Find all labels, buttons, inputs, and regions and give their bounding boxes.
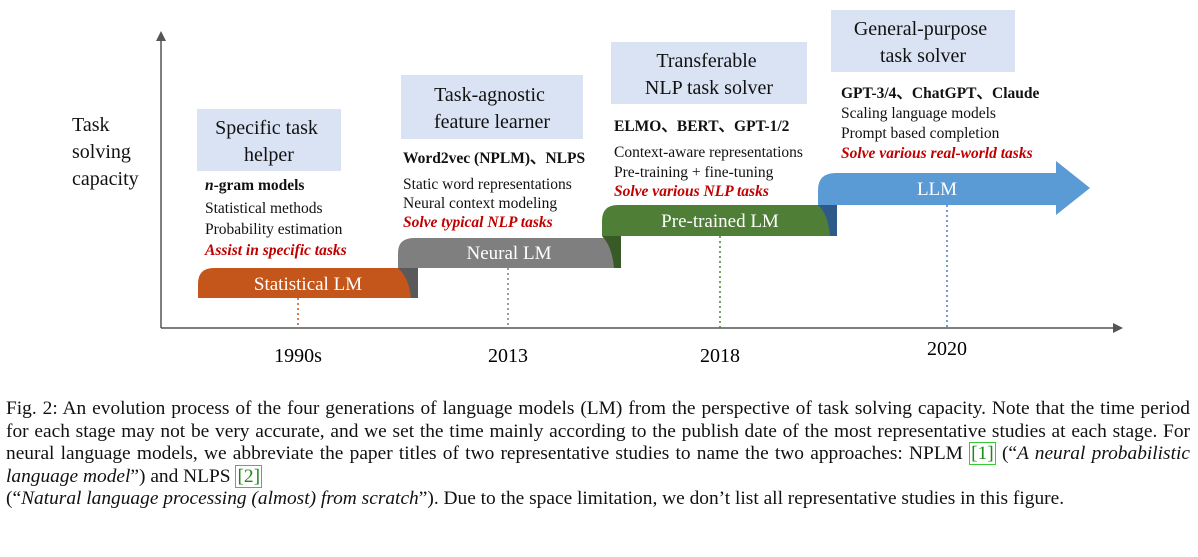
y-axis-label-line: capacity (72, 168, 139, 190)
citation-link[interactable]: [1] (969, 442, 996, 466)
stage-highlight: Solve various real-world tasks (841, 145, 1033, 162)
stage-title: General-purpose task solver (854, 18, 992, 67)
stage-models: GPT-3/4、ChatGPT、Claude (841, 85, 1039, 102)
stage-highlight: Solve typical NLP tasks (403, 214, 553, 231)
citation-number: 2 (243, 465, 254, 487)
stage-bar-statistical (198, 268, 418, 298)
stage-title: Specific task helper (215, 117, 323, 166)
stage-title-box-statistical (197, 109, 341, 171)
citation-number: 1 (977, 443, 988, 465)
stage-highlight: Assist in specific tasks (204, 242, 347, 259)
y-axis-label: Task solving capacity (72, 114, 139, 190)
stage-models: n-gram models (205, 177, 304, 194)
stage-bar-pretrained (602, 205, 837, 236)
stage-detail: Prompt based completion (841, 125, 1000, 142)
x-tick-label: 1990s (274, 345, 322, 367)
stage-models: Word2vec (NPLM)、NLPS (403, 150, 585, 167)
stage-detail: Neural context modeling (403, 195, 557, 212)
stage-detail: Scaling language models (841, 105, 996, 122)
stage-bar-pretrained-fold (602, 236, 621, 268)
y-axis-label-line: Task (72, 114, 109, 136)
stage-bar-llm-fold (818, 205, 837, 236)
stage-highlight: Solve various NLP tasks (614, 183, 769, 200)
caption-text: ”). Due to the space limitation, we don’… (418, 488, 1065, 510)
stage-title: Transferable NLP task solver (645, 50, 773, 99)
figure-caption: Fig. 2: An evolution process of the four… (6, 398, 1190, 511)
stage-detail: Static word representations (403, 176, 572, 193)
stage-bar-label: LLM (917, 179, 957, 200)
stage-detail: Probability estimation (205, 221, 343, 238)
stage-bar-llm (818, 161, 1090, 215)
caption-text: ”) and NLPS (130, 465, 236, 487)
citation-link[interactable]: [2] (235, 464, 263, 488)
caption-text: Fig. 2: An evolution process of the four… (6, 398, 1190, 465)
caption-text: (“ (6, 488, 22, 510)
stage-bar-label: Neural LM (467, 243, 552, 264)
stage-bar-neural-fold (398, 268, 418, 298)
y-axis-label-line: solving (72, 141, 131, 163)
stage-detail: Context-aware representations (614, 144, 803, 161)
stage-title-box-pretrained (611, 42, 807, 104)
stage-detail: Pre-training + fine-tuning (614, 164, 774, 181)
x-tick-label: 2020 (927, 338, 967, 360)
x-tick-label: 2018 (700, 345, 740, 367)
x-tick-label: 2013 (488, 345, 528, 367)
stage-title-box-neural (401, 75, 583, 139)
stage-bar-neural (398, 238, 621, 268)
paper-title: A neural probabilistic language model (6, 443, 1190, 487)
paper-title: Natural language processing (almost) fro… (21, 488, 419, 510)
stage-title-box-llm (831, 10, 1015, 72)
caption-text: (“ (995, 443, 1018, 465)
stage-detail: Statistical methods (205, 200, 323, 217)
stage-models: ELMO、BERT、GPT-1/2 (614, 118, 790, 135)
stage-title: Task-agnostic feature learner (434, 84, 550, 133)
stage-bar-label: Statistical LM (254, 274, 362, 295)
lm-evolution-diagram: Task solving capacity 1990s 2013 2018 20… (72, 10, 1123, 367)
stage-bar-label: Pre-trained LM (661, 211, 779, 232)
